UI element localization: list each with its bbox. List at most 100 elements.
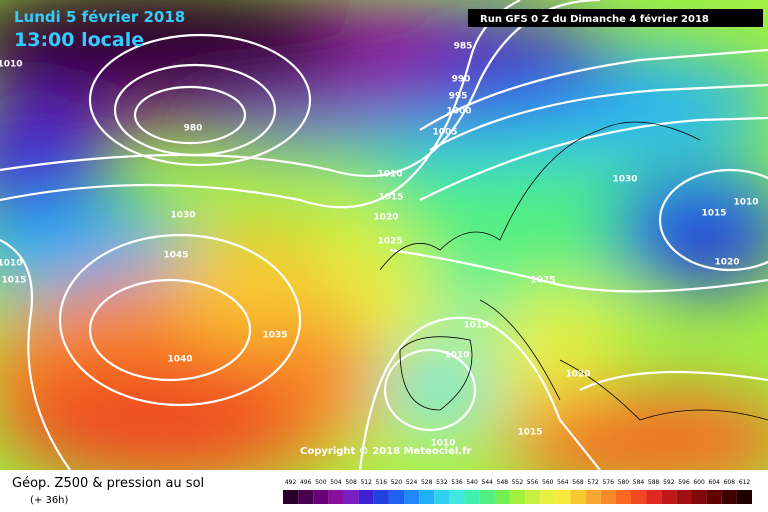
isobar-label: 1010 <box>377 170 402 180</box>
isobar-label: 1015 <box>701 209 726 219</box>
footer-lead: (+ 36h) <box>30 495 69 506</box>
isobar-label: 1040 <box>167 355 192 365</box>
legend-label: 552 <box>512 479 524 486</box>
isobars <box>0 0 768 432</box>
legend-label: 600 <box>693 479 705 486</box>
legend-label: 612 <box>739 479 751 486</box>
isobar-label: 1000 <box>446 107 471 117</box>
isobar-label: 995 <box>449 92 468 102</box>
legend-swatch <box>328 490 344 504</box>
legend-label: 544 <box>482 479 494 486</box>
legend-swatch <box>676 490 692 504</box>
legend-label: 596 <box>678 479 690 486</box>
legend-swatch <box>615 490 631 504</box>
coastlines <box>379 121 768 421</box>
isobar-label: 1020 <box>565 370 590 380</box>
legend-label: 532 <box>436 479 448 486</box>
isobar-label: 1030 <box>170 211 195 221</box>
isobar-label: 1030 <box>612 175 637 185</box>
legend-label: 588 <box>648 479 660 486</box>
legend-swatch <box>298 490 314 504</box>
footer-title: Géop. Z500 & pression au sol <box>12 476 204 491</box>
legend-swatch <box>585 490 601 504</box>
legend-swatch <box>555 490 571 504</box>
legend-swatch <box>283 490 299 504</box>
isobar-label: 1010 <box>0 259 23 269</box>
legend-swatch <box>630 490 647 504</box>
legend-swatch <box>479 490 495 504</box>
legend-swatch <box>434 490 450 504</box>
legend-label: 572 <box>587 479 599 486</box>
legend-label: 580 <box>618 479 630 486</box>
legend-label: 592 <box>663 479 675 486</box>
legend-label: 604 <box>708 479 720 486</box>
isobar-label: 985 <box>454 42 473 52</box>
isobar-label: 1010 <box>444 351 469 361</box>
legend-swatch <box>509 490 526 504</box>
time: 13:00 locale <box>14 29 144 51</box>
legend-swatch <box>691 490 707 504</box>
legend-label: 608 <box>724 479 736 486</box>
isobar-label: 1010 <box>0 60 23 70</box>
run-bar <box>468 9 763 27</box>
legend-swatch <box>419 490 435 504</box>
legend-swatch <box>313 490 329 504</box>
isobar-label: 1025 <box>530 276 555 286</box>
legend-label: 568 <box>572 479 584 486</box>
legend-label: 536 <box>451 479 463 486</box>
isobar-label: 1015 <box>517 428 542 438</box>
isobar-label: 1015 <box>1 276 26 286</box>
legend-label: 496 <box>300 479 312 486</box>
legend-swatch <box>343 490 359 504</box>
legend-swatch <box>540 490 556 504</box>
legend-swatch <box>570 490 586 504</box>
legend-swatch <box>600 490 616 504</box>
isobar-label: 1010 <box>733 198 758 208</box>
date: Lundi 5 février 2018 <box>14 8 185 26</box>
legend-swatch <box>373 490 389 504</box>
isobar-label: 1015 <box>463 321 488 331</box>
legend-swatch <box>661 490 677 504</box>
legend-label: 528 <box>421 479 433 486</box>
legend-swatch <box>706 490 722 504</box>
legend-swatch <box>736 490 752 504</box>
isobar-label: 1005 <box>432 128 457 138</box>
legend-label: 512 <box>360 479 372 486</box>
legend-label: 492 <box>285 479 297 486</box>
legend-label: 556 <box>527 479 539 486</box>
legend-label: 576 <box>603 479 615 486</box>
legend-label: 520 <box>391 479 403 486</box>
geopotential-field <box>0 0 768 490</box>
legend-label: 548 <box>497 479 509 486</box>
legend-label: 564 <box>557 479 569 486</box>
legend-label: 524 <box>406 479 418 486</box>
isobar-label: 980 <box>184 124 203 134</box>
isobar-label: 990 <box>452 75 471 85</box>
isobar-label: 1045 <box>163 251 188 261</box>
legend-label: 516 <box>376 479 388 486</box>
legend-label: 508 <box>345 479 357 486</box>
legend-swatch <box>721 490 737 504</box>
isobar-label: 1010 <box>430 439 455 449</box>
legend-swatch <box>494 490 510 504</box>
isobar-label: 1015 <box>378 193 403 203</box>
isobar-label: 1025 <box>377 237 402 247</box>
legend-label: 540 <box>466 479 478 486</box>
legend-label: 560 <box>542 479 554 486</box>
run-info: Run GFS 0 Z du Dimanche 4 février 2018 <box>480 13 709 25</box>
legend-label: 500 <box>315 479 327 486</box>
legend-swatch <box>404 490 420 504</box>
isobar-label: 1020 <box>373 213 398 223</box>
legend-label: 504 <box>330 479 342 486</box>
legend-swatch <box>464 490 480 504</box>
legend-swatch <box>646 490 662 504</box>
copyright: Copyright © 2018 Meteociel.fr <box>300 446 471 457</box>
isobar-label: 1020 <box>714 258 739 268</box>
legend-swatch <box>449 490 465 504</box>
legend-swatch <box>388 490 405 504</box>
legend-swatch <box>525 490 541 504</box>
legend-label: 584 <box>633 479 645 486</box>
isobar-label: 1035 <box>262 331 287 341</box>
legend-swatch <box>358 490 374 504</box>
